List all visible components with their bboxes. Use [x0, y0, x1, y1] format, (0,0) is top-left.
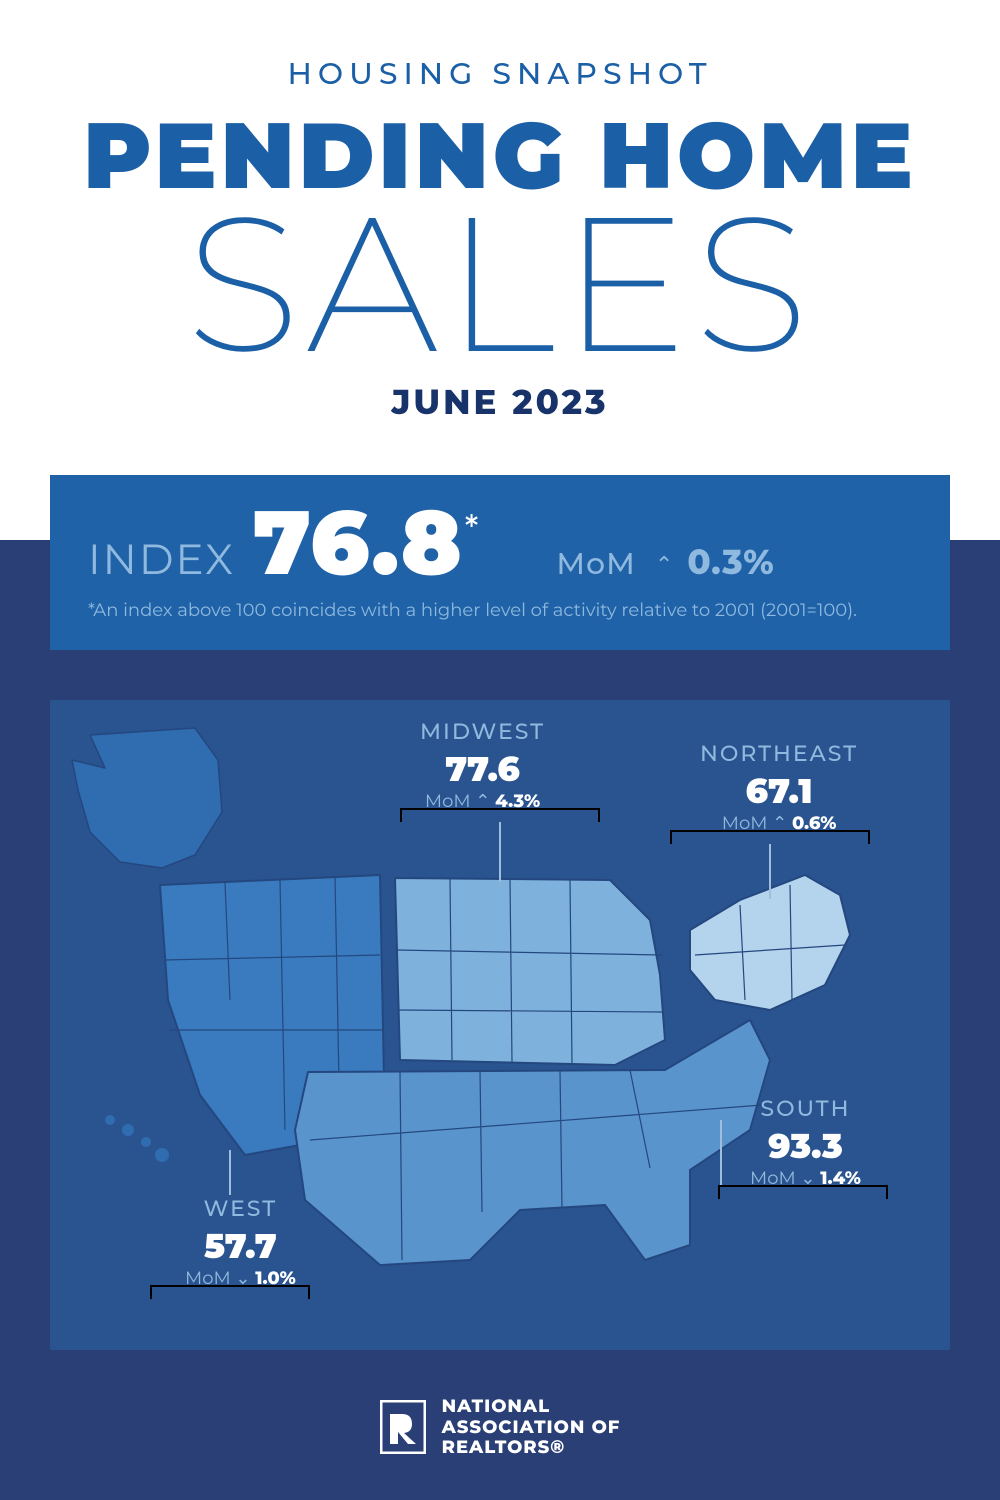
- region-mom: MoM ⌄ 1.0%: [185, 1267, 296, 1290]
- nar-org-name: NATIONAL ASSOCIATION OF REALTORS®: [442, 1396, 621, 1458]
- up-arrow-icon: ⌃: [475, 790, 490, 812]
- down-arrow-icon: ⌄: [800, 1167, 815, 1189]
- kicker: HOUSING SNAPSHOT: [0, 55, 1000, 92]
- region-value: 67.1: [700, 770, 858, 813]
- nar-logo-icon: [380, 1400, 426, 1454]
- index-footnote: *An index above 100 coincides with a hig…: [88, 599, 912, 621]
- region-mom-value: 4.3%: [495, 790, 540, 812]
- region-name: SOUTH: [750, 1095, 861, 1123]
- report-date: JUNE 2023: [0, 381, 1000, 423]
- region-value: 93.3: [750, 1125, 861, 1168]
- region-value: 77.6: [420, 748, 545, 791]
- alaska-shape: [72, 728, 222, 868]
- region-value: 57.7: [185, 1225, 296, 1268]
- region-name: NORTHEAST: [700, 740, 858, 768]
- region-mom-value: 1.0%: [255, 1267, 296, 1289]
- region-name: MIDWEST: [420, 718, 545, 746]
- region-midwest-shape: [395, 878, 665, 1065]
- region-northeast-shape: [690, 875, 850, 1010]
- up-arrow-icon: ⌃: [655, 551, 674, 578]
- region-label-northeast: NORTHEAST67.1MoM ⌃ 0.6%: [700, 740, 858, 835]
- hawaii-shape: [105, 1115, 169, 1162]
- index-label: INDEX: [88, 533, 235, 585]
- index-asterisk: *: [465, 507, 479, 549]
- us-map-panel: MIDWEST77.6MoM ⌃ 4.3%NORTHEAST67.1MoM ⌃ …: [50, 700, 950, 1350]
- header: HOUSING SNAPSHOT PENDING HOME SALES JUNE…: [0, 0, 1000, 423]
- region-mom-value: 0.6%: [792, 812, 836, 834]
- down-arrow-icon: ⌄: [235, 1267, 250, 1289]
- title-line2: SALES: [0, 200, 1000, 367]
- index-value: 76.8: [253, 487, 463, 597]
- region-mom: MoM ⌃ 0.6%: [700, 812, 858, 835]
- region-mom-value: 1.4%: [820, 1167, 861, 1189]
- footer: NATIONAL ASSOCIATION OF REALTORS®: [0, 1396, 1000, 1458]
- region-label-midwest: MIDWEST77.6MoM ⌃ 4.3%: [420, 718, 545, 813]
- region-mom: MoM ⌃ 4.3%: [420, 790, 545, 813]
- up-arrow-icon: ⌃: [772, 812, 787, 834]
- index-bar: INDEX 76.8* MoM ⌃ 0.3% *An index above 1…: [50, 475, 950, 650]
- region-mom: MoM ⌄ 1.4%: [750, 1167, 861, 1190]
- region-name: WEST: [185, 1195, 296, 1223]
- index-mom-label: MoM ⌃ 0.3%: [556, 541, 774, 583]
- index-mom-value: 0.3%: [687, 541, 774, 583]
- region-label-west: WEST57.7MoM ⌄ 1.0%: [185, 1195, 296, 1290]
- region-label-south: SOUTH93.3MoM ⌄ 1.4%: [750, 1095, 861, 1190]
